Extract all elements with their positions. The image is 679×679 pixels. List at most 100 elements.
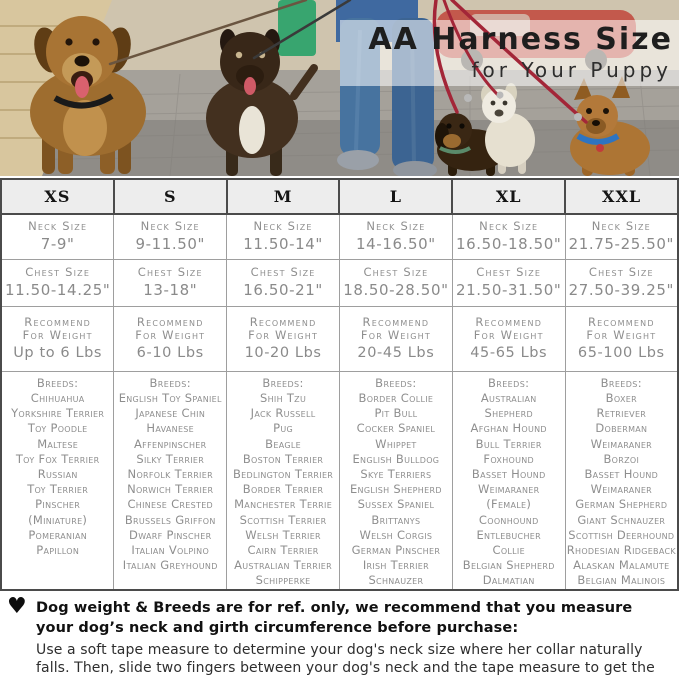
chest-size-value: 13-18" [143, 281, 198, 299]
weight-label-line1: Recommend [24, 314, 92, 329]
size-header-l: L [338, 178, 454, 215]
neck-cell-m: Neck Size 11.50-14" [226, 213, 340, 260]
weight-value: 20-45 Lbs [357, 344, 435, 361]
large-brown-dog [30, 16, 146, 174]
weight-label-line2: For Weight [586, 327, 657, 342]
breeds-label: Breeds: [600, 376, 643, 390]
weight-row: Recommend For Weight Up to 6 Lbs Recomme… [0, 306, 679, 372]
breeds-cell-l: Breeds: Border Collie Pit Bull Cocker Span… [338, 370, 453, 591]
breeds-cell-m: Breeds: Shih Tzu Jack Russell Pug Beagle Bos… [226, 370, 340, 591]
white-dog [481, 83, 535, 174]
chest-size-label: Chest Size [588, 265, 654, 279]
notes-heading: Dog weight & Breeds are for ref. only, w… [36, 599, 633, 636]
neck-cell-xl: Neck Size 16.50-18.50" [451, 213, 566, 260]
chest-cell-xs: Chest Size 11.50-14.25" [0, 259, 115, 307]
hero-title: AA Harness Size [368, 22, 673, 57]
green-bin [278, 0, 316, 56]
brindle-dog [206, 29, 318, 176]
breeds-cell-xs: Breeds: Chihuahua Yorkshire Terrier Toy Po… [0, 370, 115, 591]
breeds-list: English Toy Spaniel Japanese Chin Havanese… [118, 391, 222, 573]
neck-cell-xxl: Neck Size 21.75-25.50" [564, 213, 679, 260]
neck-size-label: Neck Size [140, 219, 200, 233]
weight-cell-xxl: Recommend For Weight 65-100 Lbs [564, 306, 679, 372]
chest-size-label: Chest Size [250, 265, 316, 279]
neck-size-value: 7-9" [40, 235, 75, 253]
chest-cell-m: Chest Size 16.50-21" [226, 259, 340, 307]
heart-icon: ♥ [7, 593, 27, 619]
breeds-list: Border Collie Pit Bull Cocker Spaniel Whipp… [349, 391, 442, 588]
neck-size-value: 11.50-14" [243, 235, 323, 253]
weight-value: Up to 6 Lbs [13, 344, 103, 361]
size-header-row: XS S M L XL XXL [0, 178, 679, 215]
leashes [108, 0, 588, 124]
chest-size-label: Chest Size [476, 265, 542, 279]
weight-label-line1: Recommend [475, 314, 543, 329]
weight-label-line1: Recommend [587, 314, 655, 329]
weight-cell-m: Recommend For Weight 10-20 Lbs [226, 306, 340, 372]
chest-cell-s: Chest Size 13-18" [113, 259, 228, 307]
size-header-m: M [225, 178, 341, 215]
neck-cell-xs: Neck Size 7-9" [0, 213, 115, 260]
measurement-notes: ♥ Dog weight & Breeds are for ref. only,… [0, 591, 679, 679]
neck-cell-l: Neck Size 14-16.50" [338, 213, 453, 260]
breeds-label: Breeds: [36, 376, 79, 390]
breeds-list: Boxer Retriever Doberman Weimaraner Borzoi Ba… [566, 391, 676, 588]
breeds-label: Breeds: [149, 376, 191, 390]
neck-size-label: Neck Size [366, 219, 426, 233]
weight-label-line2: For Weight [135, 327, 206, 342]
chest-size-label: Chest Size [137, 265, 203, 279]
weight-label-line1: Recommend [136, 314, 204, 329]
hero-photo: AA Harness Size for Your Puppy [0, 0, 679, 176]
chest-size-value: 21.50-31.50" [456, 281, 562, 299]
breeds-label: Breeds: [487, 376, 530, 390]
chest-cell-xxl: Chest Size 27.50-39.25" [564, 259, 679, 307]
chest-size-label: Chest Size [363, 265, 429, 279]
chest-size-value: 11.50-14.25" [4, 281, 111, 299]
notes-body: Use a soft tape measure to determine you… [36, 641, 655, 679]
weight-label-line1: Recommend [362, 314, 430, 329]
chest-size-label: Chest Size [25, 265, 91, 279]
weight-cell-l: Recommend For Weight 20-45 Lbs [338, 306, 453, 372]
breeds-cell-xxl: Breeds: Boxer Retriever Doberman Weimaraner… [564, 370, 679, 591]
breeds-list: Shih Tzu Jack Russell Pug Beagle Boston Terr… [232, 391, 334, 588]
breeds-row: Breeds: Chihuahua Yorkshire Terrier Toy Po… [0, 370, 679, 591]
blue-collar [576, 133, 620, 145]
breeds-cell-s: Breeds: English Toy Spaniel Japanese Chin… [113, 370, 228, 591]
chest-cell-l: Chest Size 18.50-28.50" [338, 259, 453, 307]
street-photo [0, 0, 679, 176]
neck-size-row: Neck Size 7-9" Neck Size 9-11.50" Neck S… [0, 213, 679, 260]
weight-cell-s: Recommend For Weight 6-10 Lbs [113, 306, 228, 372]
size-header-xl: XL [451, 178, 567, 215]
size-header-xxl: XXL [564, 178, 679, 215]
chest-size-row: Chest Size 11.50-14.25" Chest Size 13-18… [0, 259, 679, 307]
weight-value: 6-10 Lbs [136, 344, 204, 361]
breeds-cell-xl: Breeds: Australian Shepherd Afghan Hound Bu… [451, 370, 566, 591]
size-header-xs: XS [0, 178, 115, 215]
weight-label-line2: For Weight [473, 327, 544, 342]
weight-value: 10-20 Lbs [244, 344, 322, 361]
breeds-list: Australian Shepherd Afghan Hound Bull Terri… [462, 391, 555, 588]
size-header-s: S [112, 178, 228, 215]
hero-subtitle: for Your Puppy [471, 58, 672, 82]
neck-size-value: 9-11.50" [135, 235, 206, 253]
weight-value: 45-65 Lbs [470, 344, 548, 361]
breeds-label: Breeds: [262, 376, 304, 390]
chest-size-value: 27.50-39.25" [568, 281, 675, 299]
weight-value: 65-100 Lbs [577, 344, 665, 361]
neck-size-value: 21.75-25.50" [568, 235, 675, 253]
weight-label-line1: Recommend [249, 314, 317, 329]
neck-size-value: 16.50-18.50" [456, 235, 562, 253]
breeds-label: Breeds: [375, 376, 417, 390]
chest-size-value: 18.50-28.50" [343, 281, 449, 299]
chest-cell-xl: Chest Size 21.50-31.50" [451, 259, 566, 307]
weight-cell-xl: Recommend For Weight 45-65 Lbs [451, 306, 566, 372]
chest-size-value: 16.50-21" [243, 281, 323, 299]
neck-size-value: 14-16.50" [356, 235, 436, 253]
neck-cell-s: Neck Size 9-11.50" [113, 213, 228, 260]
weight-label-line2: For Weight [360, 327, 431, 342]
weight-cell-xs: Recommend For Weight Up to 6 Lbs [0, 306, 115, 372]
weight-label-line2: For Weight [22, 327, 93, 342]
neck-size-label: Neck Size [28, 219, 88, 233]
neck-size-label: Neck Size [253, 219, 313, 233]
